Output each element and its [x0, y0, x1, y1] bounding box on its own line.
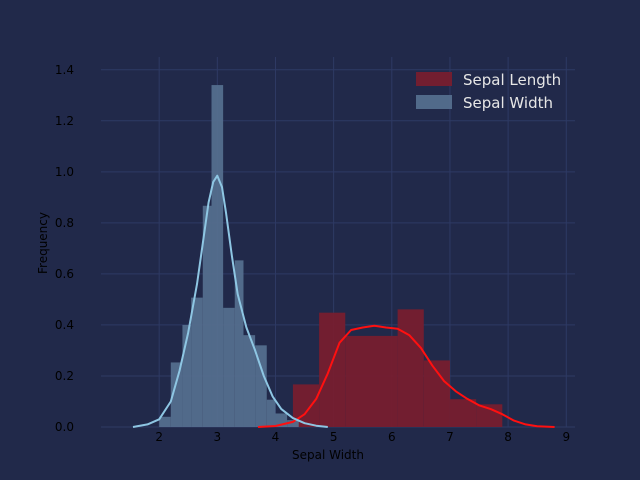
legend-swatch-sepal-length	[416, 72, 452, 86]
y-tick-label: 0.6	[55, 267, 74, 281]
y-tick-label: 0.4	[55, 318, 74, 332]
kde-curve-sepal-width	[132, 174, 328, 428]
legend: Sepal Length Sepal Width	[416, 71, 561, 112]
bar-sepal-width	[275, 413, 288, 427]
tick-labels: 2 3 4 5 6 7 8 9 0.0 0.2 0.4 0.6 0.8 1.0 1.2 1.4	[55, 63, 570, 444]
x-tick-label: 4	[272, 430, 280, 444]
bar-sepal-width	[287, 420, 299, 427]
legend-label-sepal-length: Sepal Length	[463, 71, 561, 89]
x-tick-label: 5	[330, 430, 338, 444]
bar-sepal-width	[223, 307, 235, 427]
bar-sepal-width	[243, 335, 256, 427]
y-tick-label: 1.2	[55, 114, 74, 128]
bar-sepal-length	[449, 399, 477, 427]
y-tick-label: 0.0	[55, 420, 74, 434]
x-tick-label: 7	[446, 430, 454, 444]
x-tick-label: 8	[504, 430, 512, 444]
y-tick-label: 0.2	[55, 369, 74, 383]
x-tick-label: 9	[562, 430, 570, 444]
histogram-bars	[159, 85, 503, 427]
x-tick-label: 2	[155, 430, 163, 444]
bar-sepal-width	[202, 205, 212, 427]
bar-sepal-width	[182, 324, 192, 427]
bar-sepal-length	[476, 404, 503, 427]
bar-sepal-width	[170, 362, 183, 427]
y-axis-label: Frequency	[36, 212, 50, 274]
bar-sepal-width	[159, 416, 171, 427]
y-tick-label: 1.0	[55, 165, 74, 179]
bar-sepal-width	[191, 297, 203, 427]
bar-sepal-length	[319, 312, 346, 427]
x-tick-label: 6	[388, 430, 396, 444]
kde-curve-sepal-length	[257, 324, 555, 428]
grid-lines	[101, 57, 575, 428]
bar-sepal-width	[266, 399, 276, 427]
legend-label-sepal-width: Sepal Width	[463, 94, 553, 112]
bar-sepal-width	[234, 260, 244, 427]
bar-sepal-length	[397, 309, 424, 427]
x-axis-label: Sepal Width	[292, 448, 364, 462]
kde-curves	[132, 174, 555, 428]
bar-sepal-width	[255, 345, 267, 427]
bar-sepal-length	[345, 335, 398, 427]
x-tick-label: 3	[213, 430, 221, 444]
y-tick-label: 0.8	[55, 216, 74, 230]
y-tick-label: 1.4	[55, 63, 74, 77]
legend-swatch-sepal-width	[416, 95, 452, 109]
bar-sepal-width	[211, 85, 224, 427]
